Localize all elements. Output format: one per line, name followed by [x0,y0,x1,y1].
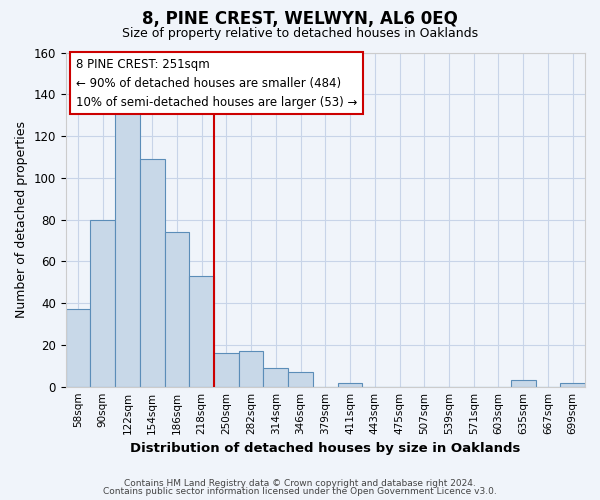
Y-axis label: Number of detached properties: Number of detached properties [15,121,28,318]
Text: Contains public sector information licensed under the Open Government Licence v3: Contains public sector information licen… [103,487,497,496]
Bar [560,382,585,386]
Bar [115,109,140,386]
Bar [263,368,288,386]
Bar [164,232,190,386]
Bar [214,354,239,386]
Text: Contains HM Land Registry data © Crown copyright and database right 2024.: Contains HM Land Registry data © Crown c… [124,478,476,488]
Bar [338,382,362,386]
X-axis label: Distribution of detached houses by size in Oaklands: Distribution of detached houses by size … [130,442,521,455]
Bar [91,220,115,386]
Text: 8 PINE CREST: 251sqm
← 90% of detached houses are smaller (484)
10% of semi-deta: 8 PINE CREST: 251sqm ← 90% of detached h… [76,58,358,108]
Text: Size of property relative to detached houses in Oaklands: Size of property relative to detached ho… [122,28,478,40]
Bar [190,276,214,386]
Bar [239,351,263,386]
Bar [140,159,164,386]
Bar [511,380,536,386]
Bar [288,372,313,386]
Text: 8, PINE CREST, WELWYN, AL6 0EQ: 8, PINE CREST, WELWYN, AL6 0EQ [142,10,458,28]
Bar [65,310,91,386]
